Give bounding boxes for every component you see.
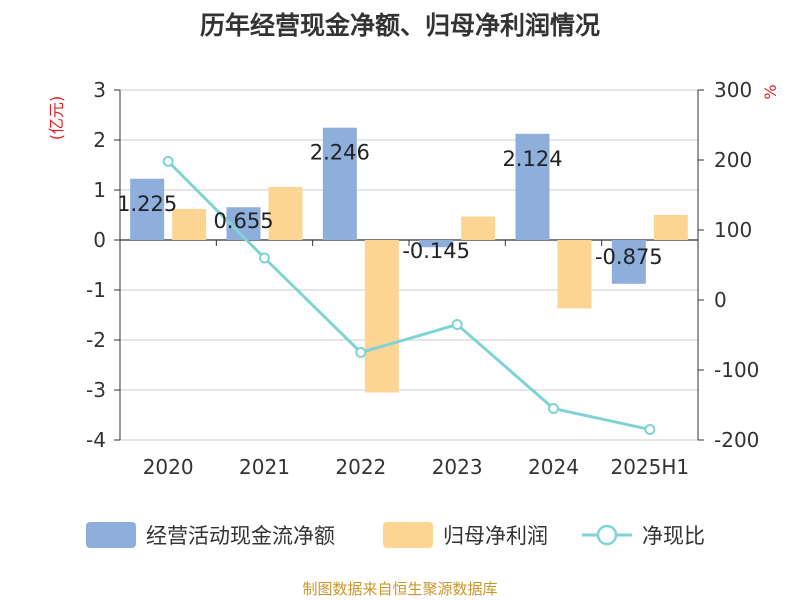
bar-profit — [172, 209, 207, 240]
legend-swatch-profit — [383, 522, 433, 548]
y-right-tick-label: 300 — [714, 78, 752, 102]
y-left-tick-label: 0 — [93, 228, 106, 252]
legend-label-cash: 经营活动现金流净额 — [146, 524, 335, 548]
x-tick-label: 2022 — [335, 455, 386, 479]
y-left-tick-label: 1 — [93, 178, 106, 202]
x-tick-label: 2021 — [239, 455, 290, 479]
x-tick-label: 2020 — [143, 455, 194, 479]
legend-item-ratio[interactable]: 净现比 — [582, 520, 705, 550]
data-label-cash: 1.225 — [117, 192, 177, 216]
x-tick-label: 2023 — [432, 455, 483, 479]
legend-label-ratio: 净现比 — [642, 524, 705, 548]
point-ratio — [644, 424, 656, 435]
legend-line-ratio-icon — [582, 524, 632, 546]
source-note: 制图数据来自恒生聚源数据库 — [302, 580, 498, 598]
y-right-unit-label: % — [761, 84, 780, 99]
x-tick-label: 2024 — [528, 455, 579, 479]
point-ratio — [451, 319, 463, 330]
y-right-tick-label: -100 — [714, 358, 759, 382]
legend-swatch-cash — [86, 522, 136, 548]
bar-profit — [557, 240, 592, 309]
x-tick-label: 2025H1 — [610, 455, 689, 479]
data-label-cash: -0.875 — [595, 245, 663, 269]
y-left-tick-label: 2 — [93, 128, 106, 152]
bar-profit — [653, 215, 688, 240]
y-left-unit-label: (亿元) — [47, 96, 66, 141]
bar-cash — [611, 240, 646, 284]
y-right-tick-label: 0 — [714, 288, 727, 312]
line-ratio — [167, 160, 651, 431]
bar-cash — [515, 133, 550, 240]
data-label-cash: 2.246 — [310, 141, 370, 165]
point-ratio — [162, 155, 174, 167]
y-right-tick-label: -200 — [714, 428, 759, 452]
y-left-tick-label: -3 — [86, 378, 106, 402]
legend-item-profit[interactable]: 归母净利润 — [383, 520, 548, 550]
y-left-tick-label: -2 — [86, 328, 106, 352]
chart-title: 历年经营现金净额、归母净利润情况 — [199, 11, 600, 40]
data-label-cash: 2.124 — [502, 147, 562, 171]
y-right-tick-label: 200 — [714, 148, 752, 172]
point-ratio — [259, 252, 270, 264]
y-left-tick-label: -4 — [86, 428, 106, 452]
point-ratio — [548, 403, 559, 414]
bar-cash — [419, 240, 454, 248]
data-label-cash: 0.655 — [213, 209, 273, 233]
bar-profit — [268, 187, 303, 240]
bar-cash — [322, 127, 357, 240]
legend-label-profit: 归母净利润 — [443, 524, 548, 548]
point-ratio — [355, 347, 367, 358]
data-label-cash: -0.145 — [402, 239, 470, 263]
y-left-tick-label: -1 — [86, 278, 106, 302]
bar-cash — [130, 178, 165, 240]
legend-item-cash[interactable]: 经营活动现金流净额 — [86, 520, 335, 550]
y-right-tick-label: 100 — [714, 218, 752, 242]
bar-profit — [364, 240, 399, 393]
bar-profit — [461, 216, 496, 240]
y-left-tick-label: 3 — [93, 78, 106, 102]
